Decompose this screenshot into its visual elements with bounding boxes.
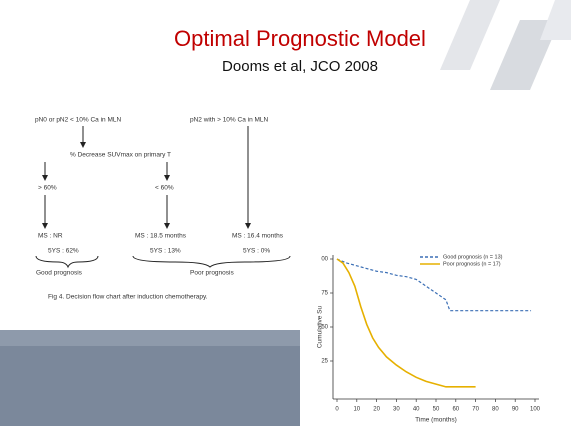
x-tick-label: 10 xyxy=(353,407,360,413)
x-axis-label: Time (months) xyxy=(415,417,457,424)
decor-stripe xyxy=(540,0,571,40)
node-label: 5YS : 0% xyxy=(243,248,270,255)
node-label: % Decrease SUVmax on primary T xyxy=(70,152,171,159)
y-tick-label: 00 xyxy=(321,257,328,263)
node-label: pN0 or pN2 < 10% Ca in MLN xyxy=(35,117,121,124)
slide-subtitle: Dooms et al, JCO 2008 xyxy=(222,58,378,75)
x-tick-label: 50 xyxy=(433,407,440,413)
node-label: < 60% xyxy=(155,185,174,192)
node-label: MS : NR xyxy=(38,233,63,240)
decor-block xyxy=(0,346,300,426)
x-tick-label: 100 xyxy=(530,407,541,413)
group-label: Good prognosis xyxy=(36,270,83,277)
node-label: MS : 18.5 months xyxy=(135,233,187,240)
legend-label: Good prognosis (n = 13) xyxy=(443,254,503,260)
node-label: > 60% xyxy=(38,185,57,192)
figure-caption: Fig 4. Decision flow chart after inducti… xyxy=(48,294,208,301)
decor-stripe xyxy=(440,0,500,70)
x-tick-label: 40 xyxy=(413,407,420,413)
slide-title: Optimal Prognostic Model xyxy=(174,26,426,51)
series-line xyxy=(336,258,476,388)
x-tick-label: 80 xyxy=(492,407,499,413)
brace xyxy=(35,255,99,269)
node-label: pN2 with > 10% Ca in MLN xyxy=(190,117,269,124)
flowchart-panel xyxy=(26,104,336,304)
x-tick-label: 90 xyxy=(512,407,519,413)
node-label: 5YS : 13% xyxy=(150,248,181,255)
x-tick-label: 70 xyxy=(472,407,479,413)
survival-chart: 0 10 20 30 40 50 60 70 80 90 100 25 50 75 00 Time (mont… xyxy=(313,240,571,426)
y-tick-label: 75 xyxy=(321,291,328,297)
flowchart: pN0 or pN2 < 10% Ca in MLN pN2 with > 10… xyxy=(26,104,336,304)
legend-label: Poor prognosis (n = 17) xyxy=(443,261,501,267)
x-tick-label: 60 xyxy=(452,407,459,413)
group-label: Poor prognosis xyxy=(190,270,234,277)
x-tick-label: 20 xyxy=(373,407,380,413)
x-tick-label: 0 xyxy=(335,407,339,413)
y-tick-label: 25 xyxy=(321,359,328,365)
brace xyxy=(132,255,291,268)
x-tick-label: 30 xyxy=(393,407,400,413)
node-label: 5YS : 62% xyxy=(48,248,79,255)
y-axis-label: Cumulative Su xyxy=(317,305,324,348)
y-tick-label: 50 xyxy=(321,325,328,331)
chart-panel xyxy=(313,240,571,426)
node-label: MS : 16.4 months xyxy=(232,233,284,240)
